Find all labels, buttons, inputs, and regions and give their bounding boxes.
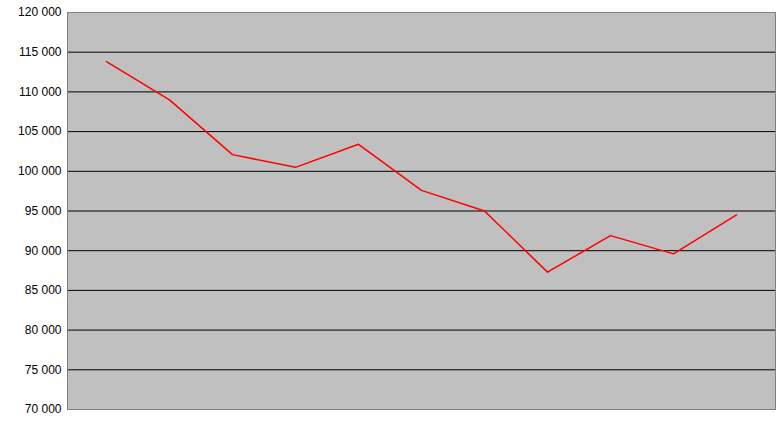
svg-text:75 000: 75 000 — [25, 363, 62, 377]
svg-text:115 000: 115 000 — [19, 45, 62, 59]
svg-text:95 000: 95 000 — [25, 204, 62, 218]
svg-text:105 000: 105 000 — [18, 124, 62, 138]
svg-text:100 000: 100 000 — [18, 164, 62, 178]
svg-text:70 000: 70 000 — [25, 402, 62, 416]
svg-text:90 000: 90 000 — [25, 244, 62, 258]
svg-text:120 000: 120 000 — [18, 5, 62, 19]
svg-text:110 000: 110 000 — [19, 85, 62, 99]
svg-text:80 000: 80 000 — [25, 323, 62, 337]
svg-text:85 000: 85 000 — [25, 283, 62, 297]
